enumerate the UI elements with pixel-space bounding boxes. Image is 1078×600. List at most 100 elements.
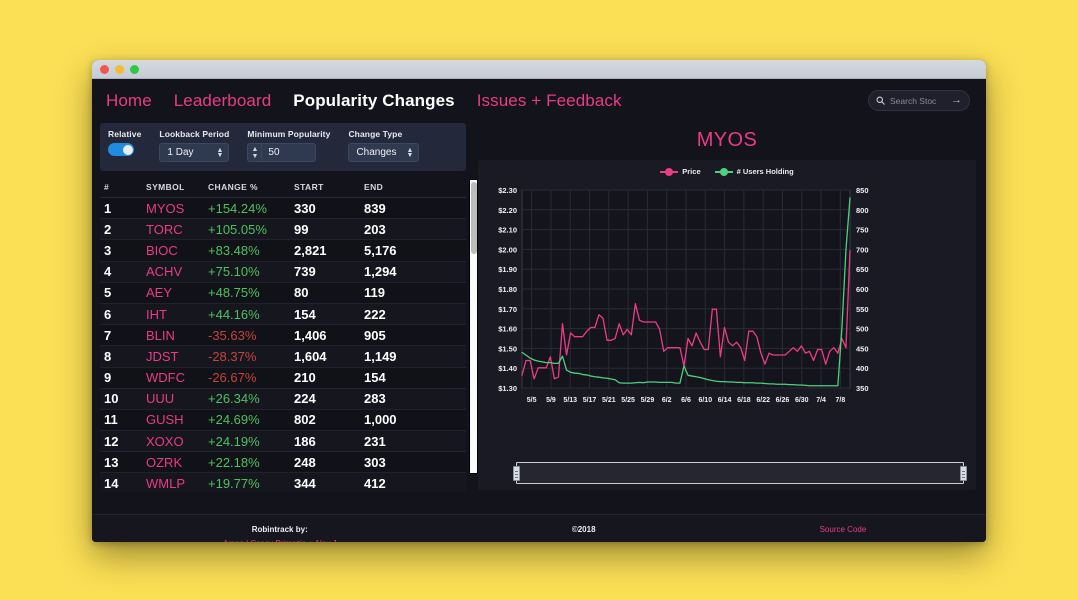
cell-start: 330 bbox=[294, 200, 316, 216]
chevron-up-icon[interactable]: ▲ bbox=[251, 145, 259, 153]
y2-axis-tick-label: 750 bbox=[856, 226, 869, 235]
filter-lookback: Lookback Period 1 Day ▲ ▼ bbox=[159, 129, 230, 162]
min-popularity-spinner-buttons[interactable]: ▲ ▼ bbox=[247, 143, 263, 162]
lookback-period-value: 1 Day bbox=[167, 147, 194, 158]
x-axis-tick-label: 6/18 bbox=[737, 397, 751, 404]
cell-start: 224 bbox=[294, 391, 316, 407]
nav-link-leaderboard[interactable]: Leaderboard bbox=[173, 91, 272, 110]
footer-credit-link[interactable]: Ameo | Casey Primozic + Alex J bbox=[92, 539, 467, 542]
footer-source-code-link[interactable]: Source Code bbox=[819, 525, 867, 534]
cell-rank: 11 bbox=[104, 412, 118, 428]
brush-handle-left[interactable] bbox=[513, 466, 520, 481]
table-row[interactable]: 8 JDST -28.37% 1,604 1,149 bbox=[100, 346, 466, 368]
table-row[interactable]: 4 ACHV +75.10% 739 1,294 bbox=[100, 261, 466, 283]
y-axis-tick-label: $1.80 bbox=[498, 285, 517, 294]
cell-symbol: BLIN bbox=[146, 327, 175, 343]
search-icon bbox=[876, 96, 885, 105]
chart-title: MYOS bbox=[696, 129, 758, 151]
x-axis-tick-label: 5/9 bbox=[546, 397, 556, 404]
x-axis-tick-label: 5/21 bbox=[602, 397, 616, 404]
y2-axis-tick-label: 550 bbox=[856, 305, 869, 314]
cell-rank: 9 bbox=[104, 370, 112, 386]
legend-item-price[interactable]: Price bbox=[660, 167, 701, 176]
cell-start: 248 bbox=[294, 454, 316, 470]
search-input[interactable] bbox=[890, 95, 946, 106]
minimize-window-icon[interactable] bbox=[115, 64, 124, 74]
cell-rank: 2 bbox=[104, 221, 112, 237]
cell-symbol: UUU bbox=[146, 391, 175, 407]
table-row[interactable]: 14 WMLP +19.77% 344 412 bbox=[100, 473, 466, 492]
cell-end: 283 bbox=[364, 391, 386, 407]
cell-start: 186 bbox=[294, 433, 316, 449]
table-scrollbar-thumb[interactable] bbox=[471, 182, 477, 254]
table-row[interactable]: 10 UUU +26.34% 224 283 bbox=[100, 388, 466, 410]
cell-change-percent: +26.34% bbox=[208, 391, 260, 407]
legend-item-users-holding[interactable]: # Users Holding bbox=[714, 167, 794, 176]
cell-start: 80 bbox=[294, 285, 309, 301]
table-row[interactable]: 2 TORC +105.05% 99 203 bbox=[100, 219, 466, 241]
cell-start: 344 bbox=[294, 476, 316, 492]
table-row[interactable]: 11 GUSH +24.69% 802 1,000 bbox=[100, 409, 466, 432]
table-row[interactable]: 12 XOXO +24.19% 186 231 bbox=[100, 431, 466, 453]
cell-change-percent: +44.16% bbox=[208, 306, 260, 322]
y-axis-tick-label: $1.60 bbox=[498, 325, 517, 334]
chevron-updown-icon: ▲ ▼ bbox=[216, 146, 224, 159]
cell-rank: 5 bbox=[104, 285, 112, 301]
y2-axis-tick-label: 650 bbox=[856, 265, 869, 274]
legend-marker-price bbox=[660, 167, 679, 176]
change-type-value: Changes bbox=[356, 147, 397, 158]
chart-range-brush[interactable] bbox=[513, 462, 967, 484]
column-header-change[interactable]: CHANGE % bbox=[208, 182, 258, 192]
column-header-end[interactable]: END bbox=[364, 182, 384, 192]
change-type-select[interactable]: Changes ▲ ▼ bbox=[348, 143, 420, 162]
table-row[interactable]: 13 OZRK +22.18% 248 303 bbox=[100, 452, 466, 474]
nav-link-home[interactable]: Home bbox=[106, 91, 152, 110]
table-row[interactable]: 3 BIOC +83.48% 2,821 5,176 bbox=[100, 240, 466, 262]
table-row[interactable]: 5 AEY +48.75% 80 119 bbox=[100, 282, 466, 304]
nav-link-popularity-changes[interactable]: Popularity Changes bbox=[293, 91, 455, 110]
cell-start: 210 bbox=[294, 370, 316, 386]
close-window-icon[interactable] bbox=[100, 64, 109, 74]
min-popularity-input[interactable] bbox=[262, 143, 317, 162]
table-row[interactable]: 6 IHT +44.16% 154 222 bbox=[100, 303, 466, 326]
table-row[interactable]: 1 MYOS +154.24% 330 839 bbox=[100, 198, 466, 220]
cell-start: 1,604 bbox=[294, 348, 327, 364]
search-box[interactable]: → bbox=[868, 90, 970, 111]
cell-rank: 1 bbox=[104, 200, 112, 216]
footer-copyright: ©2018 bbox=[571, 525, 596, 534]
cell-start: 99 bbox=[294, 221, 309, 237]
x-axis-tick-label: 6/2 bbox=[662, 397, 672, 404]
cell-rank: 14 bbox=[104, 476, 119, 492]
cell-symbol: ACHV bbox=[146, 264, 183, 280]
relative-toggle[interactable] bbox=[108, 143, 134, 156]
x-axis-tick-label: 7/4 bbox=[816, 397, 826, 404]
chart-svg: $2.30 850 $2.20 800 $2.10 750 $2.00 700 $1.90 650… bbox=[498, 186, 869, 404]
table-row[interactable]: 7 BLIN -35.63% 1,406 905 bbox=[100, 325, 466, 347]
arrow-right-icon[interactable]: → bbox=[951, 94, 962, 106]
column-header-symbol[interactable]: SYMBOL bbox=[146, 182, 185, 192]
column-header-start[interactable]: START bbox=[294, 182, 324, 192]
cell-change-percent: +48.75% bbox=[208, 285, 260, 301]
lookback-period-select[interactable]: 1 Day ▲ ▼ bbox=[159, 143, 230, 162]
cell-start: 154 bbox=[294, 306, 316, 322]
nav-link-issues-feedback[interactable]: Issues + Feedback bbox=[476, 91, 622, 110]
chart-plot-area[interactable]: $2.30 850 $2.20 800 $2.10 750 $2.00 700 $1.90 650… bbox=[478, 176, 976, 428]
cell-end: 154 bbox=[364, 370, 386, 386]
filter-relative-label: Relative bbox=[108, 129, 142, 139]
browser-window: Home Leaderboard Popularity Changes Issu… bbox=[92, 60, 986, 542]
legend-label-price: Price bbox=[682, 167, 701, 176]
table-scrollbar[interactable] bbox=[469, 179, 478, 474]
y-axis-tick-label: $1.40 bbox=[498, 364, 517, 373]
filter-bar: Relative Lookback Period 1 Day ▲ ▼ Minimu… bbox=[100, 123, 466, 171]
table-row[interactable]: 9 WDFC -26.67% 210 154 bbox=[100, 367, 466, 389]
cell-end: 412 bbox=[364, 476, 386, 492]
filter-relative: Relative bbox=[108, 129, 141, 156]
brush-handle-right[interactable] bbox=[960, 466, 967, 481]
y-axis-tick-label: $2.10 bbox=[498, 226, 517, 235]
maximize-window-icon[interactable] bbox=[130, 64, 139, 74]
column-header-rank[interactable]: # bbox=[104, 182, 110, 192]
cell-end: 1,000 bbox=[364, 412, 397, 428]
chevron-down-icon[interactable]: ▼ bbox=[251, 152, 259, 160]
y2-axis-tick-label: 700 bbox=[856, 245, 869, 254]
